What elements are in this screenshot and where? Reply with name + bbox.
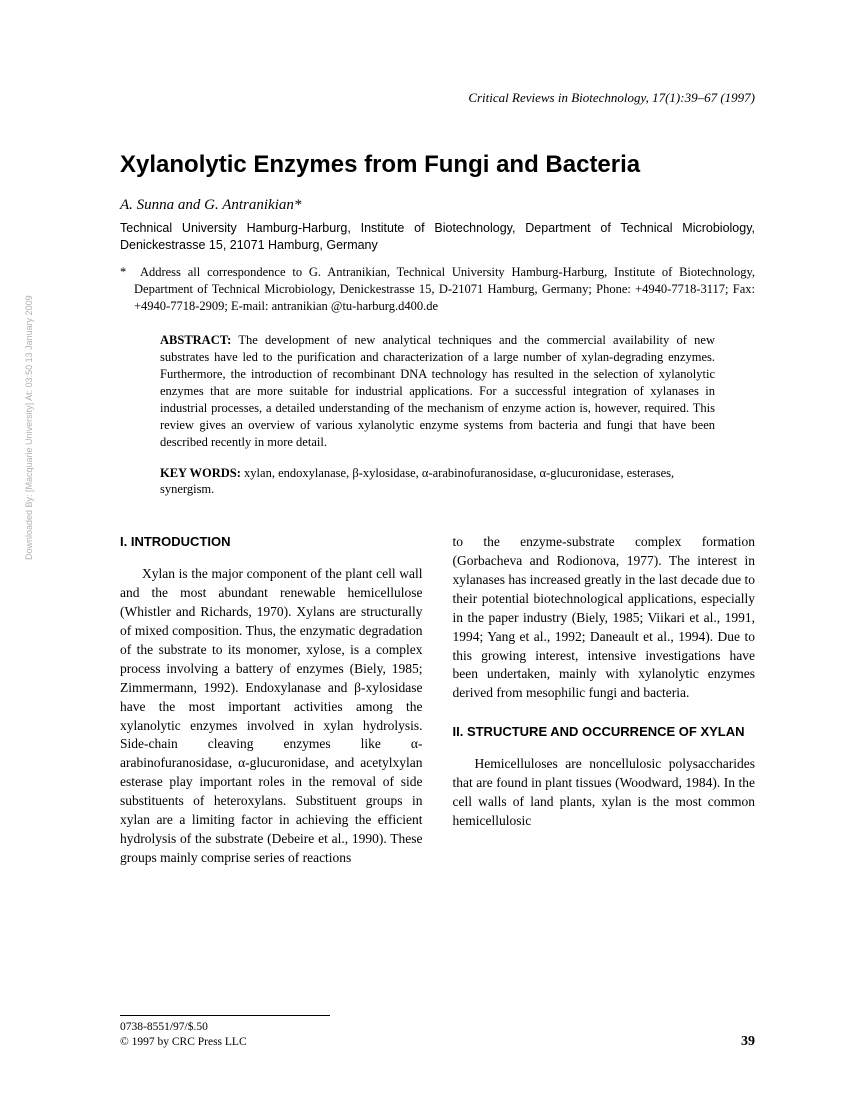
section-1-heading: I. INTRODUCTION (120, 533, 423, 551)
authors: A. Sunna and G. Antranikian* (120, 197, 755, 214)
correspondence: * Address all correspondence to G. Antra… (120, 264, 755, 315)
page-footer: 0738-8551/97/$.50 © 1997 by CRC Press LL… (120, 1015, 755, 1050)
page-content: Critical Reviews in Biotechnology, 17(1)… (0, 0, 850, 918)
correspondence-text: Address all correspondence to G. Antrani… (134, 265, 755, 313)
section-2-heading: II. STRUCTURE AND OCCURRENCE OF XYLAN (453, 723, 756, 741)
journal-header: Critical Reviews in Biotechnology, 17(1)… (120, 90, 755, 106)
footer-rule (120, 1015, 330, 1016)
download-watermark: Downloaded By: [Macquarie University] At… (24, 295, 34, 560)
article-title: Xylanolytic Enzymes from Fungi and Bacte… (120, 151, 755, 179)
column-left: I. INTRODUCTION Xylan is the major compo… (120, 533, 423, 867)
two-column-body: I. INTRODUCTION Xylan is the major compo… (120, 533, 755, 867)
keywords-block: KEY WORDS: xylan, endoxylanase, β-xylosi… (120, 465, 755, 499)
footer-copyright: © 1997 by CRC Press LLC (120, 1035, 247, 1050)
abstract-body: The development of new analytical techni… (160, 333, 715, 448)
keywords-label: KEY WORDS: (160, 466, 241, 480)
intro-paragraph: Xylan is the major component of the plan… (120, 565, 423, 867)
page-number: 39 (741, 1034, 755, 1050)
intro-continuation: to the enzyme-substrate complex formatio… (453, 533, 756, 703)
abstract-label: ABSTRACT: (160, 333, 231, 347)
abstract-text: ABSTRACT: The development of new analyti… (160, 332, 715, 450)
keywords-text: KEY WORDS: xylan, endoxylanase, β-xylosi… (160, 465, 715, 499)
section-2-paragraph: Hemicelluloses are noncellulosic polysac… (453, 755, 756, 831)
affiliation: Technical University Hamburg-Harburg, In… (120, 220, 755, 254)
column-right: to the enzyme-substrate complex formatio… (453, 533, 756, 867)
abstract-block: ABSTRACT: The development of new analyti… (120, 332, 755, 450)
footer-left: 0738-8551/97/$.50 © 1997 by CRC Press LL… (120, 1020, 247, 1050)
footer-issn: 0738-8551/97/$.50 (120, 1020, 247, 1035)
